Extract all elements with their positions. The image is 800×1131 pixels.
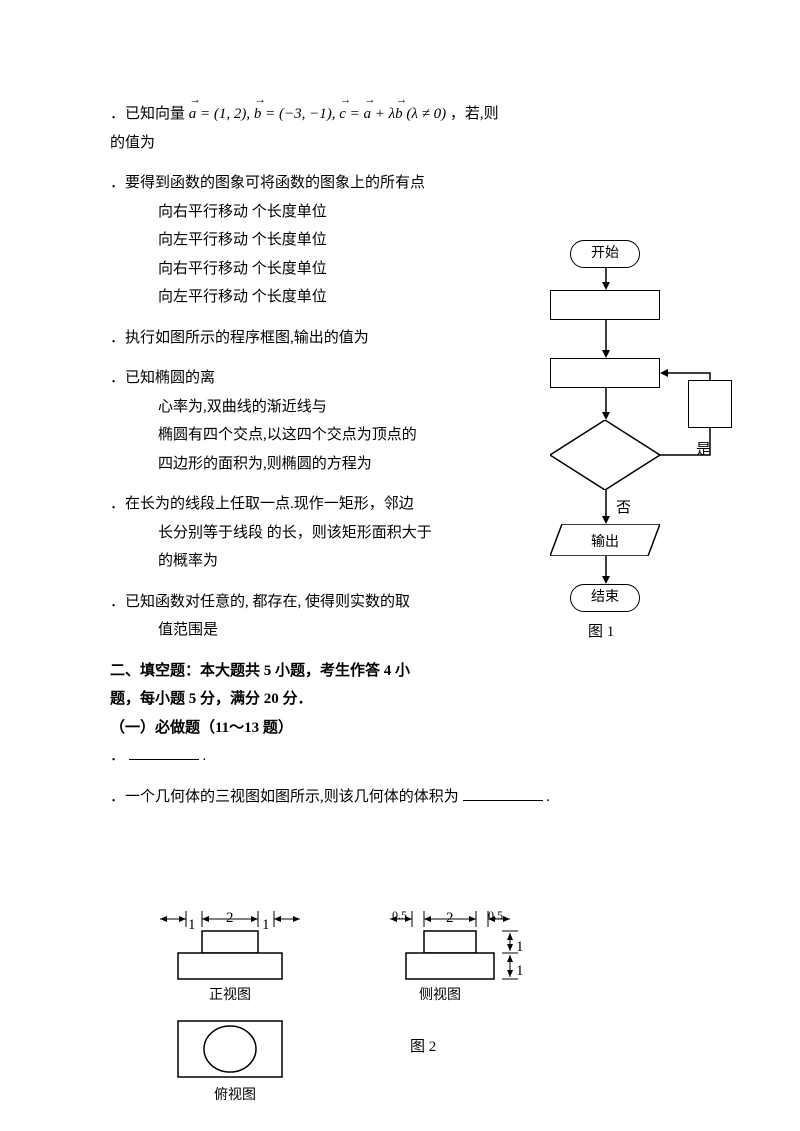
flow-process-2 (550, 358, 660, 388)
arrow-icon (600, 388, 612, 420)
question-5: ．已知向量 a = (1, 2), b = (−3, −1), c = a + … (110, 100, 500, 157)
flow-start-label: 开始 (591, 241, 619, 268)
three-view-figure: 1 2 1 正视图 0.5 2 0.5 1 1 侧视图 (130, 905, 670, 1115)
section-2-heading: 二、填空题：本大题共 5 小题，考生作答 4 小 题，每小题 5 分，满分 20… (110, 657, 500, 743)
q7-text: ．执行如图所示的程序框图,输出的值为 (110, 330, 369, 346)
question-11: ． . (110, 742, 500, 771)
q9-l1: 长分别等于线段 的长，则该矩形面积大于 (110, 519, 500, 548)
q8-lead: ．已知椭圆的离 (110, 364, 500, 393)
q6-optD: 向左平行移动 个长度单位 (110, 283, 500, 312)
arrow-icon (600, 490, 612, 524)
flow-process-1 (550, 290, 660, 320)
sec2-h3: （一）必做题（11～13 题） (110, 714, 500, 743)
arrow-icon (600, 556, 612, 584)
sec2-h2: 题，每小题 5 分，满分 20 分． (110, 685, 500, 714)
dim-1d: 1 (516, 957, 524, 986)
flow-end: 结束 (570, 584, 640, 612)
flow-output-label: 输出 (550, 530, 660, 557)
q10-l1: 值范围是 (110, 616, 500, 645)
flow-yes-label: 是 (696, 436, 711, 465)
flow-end-label: 结束 (591, 585, 619, 612)
dim-2b: 2 (446, 904, 454, 933)
q5-lead: ．已知向量 (110, 106, 185, 122)
front-view: 1 2 1 正视图 (140, 905, 320, 1015)
q11-period: . (203, 748, 207, 764)
q6-optA: 向右平行移动 个长度单位 (110, 198, 500, 227)
flow-decision (550, 420, 660, 490)
q12-blank (463, 786, 543, 801)
q9-lead: ．在长为的线段上任取一点.现作一矩形，邻边 (110, 490, 500, 519)
dim-2a: 2 (226, 904, 234, 933)
question-12: ．一个几何体的三视图如图所示,则该几何体的体积为 . (110, 783, 610, 812)
question-list: ．已知向量 a = (1, 2), b = (−3, −1), c = a + … (110, 100, 500, 811)
flow-caption: 图 1 (588, 618, 614, 647)
side-view-label: 侧视图 (340, 983, 540, 1010)
question-6: ．要得到函数的图象可将函数的图象上的所有点 向右平行移动 个长度单位 向左平行移… (110, 169, 500, 312)
q8-l2: 椭圆有四个交点,以这四个交点为顶点的 (110, 421, 500, 450)
side-view: 0.5 2 0.5 1 1 侧视图 (360, 905, 560, 1015)
flow-start: 开始 (570, 240, 640, 268)
views-caption: 图 2 (410, 1033, 436, 1062)
sec2-h1: 二、填空题：本大题共 5 小题，考生作答 4 小 (110, 657, 500, 686)
question-8: ．已知椭圆的离 心率为,双曲线的渐近线与 椭圆有四个交点,以这四个交点为顶点的 … (110, 364, 500, 478)
top-view-label: 俯视图 (160, 1083, 310, 1110)
flow-loop-box (688, 380, 732, 428)
question-10: ．已知函数对任意的, 都存在, 使得则实数的取 值范围是 (110, 588, 500, 645)
front-view-label: 正视图 (140, 983, 320, 1010)
q11-dot: ． (110, 748, 125, 764)
dim-05a: 0.5 (392, 904, 407, 927)
dim-1b: 1 (262, 911, 270, 940)
q5-math: a = (1, 2), b = (−3, −1), c = a + λb (λ … (189, 106, 450, 122)
q6-lead: ．要得到函数的图象可将函数的图象上的所有点 (110, 169, 500, 198)
dim-05b: 0.5 (488, 904, 503, 927)
q6-optB: 向左平行移动 个长度单位 (110, 226, 500, 255)
q12-text: ．一个几何体的三视图如图所示,则该几何体的体积为 (110, 789, 459, 805)
q8-l1: 心率为,双曲线的渐近线与 (110, 393, 500, 422)
flow-no-label: 否 (616, 494, 631, 523)
q6-optC: 向右平行移动 个长度单位 (110, 255, 500, 284)
flowchart-figure: 开始 是 否 输出 结束 图 (490, 240, 740, 700)
dim-1a: 1 (188, 911, 196, 940)
flow-output: 输出 (550, 524, 660, 556)
arrow-icon (600, 320, 612, 358)
q11-blank (129, 745, 199, 760)
top-view: 俯视图 (160, 1015, 310, 1110)
q12-period: . (546, 789, 550, 805)
question-9: ．在长为的线段上任取一点.现作一矩形，邻边 长分别等于线段 的长，则该矩形面积大… (110, 490, 500, 576)
q8-l3: 四边形的面积为,则椭圆的方程为 (110, 450, 500, 479)
q9-l2: 的概率为 (110, 547, 500, 576)
question-7: ．执行如图所示的程序框图,输出的值为 (110, 324, 500, 353)
q10-lead: ．已知函数对任意的, 都存在, 使得则实数的取 (110, 588, 500, 617)
arrow-icon (600, 268, 612, 290)
